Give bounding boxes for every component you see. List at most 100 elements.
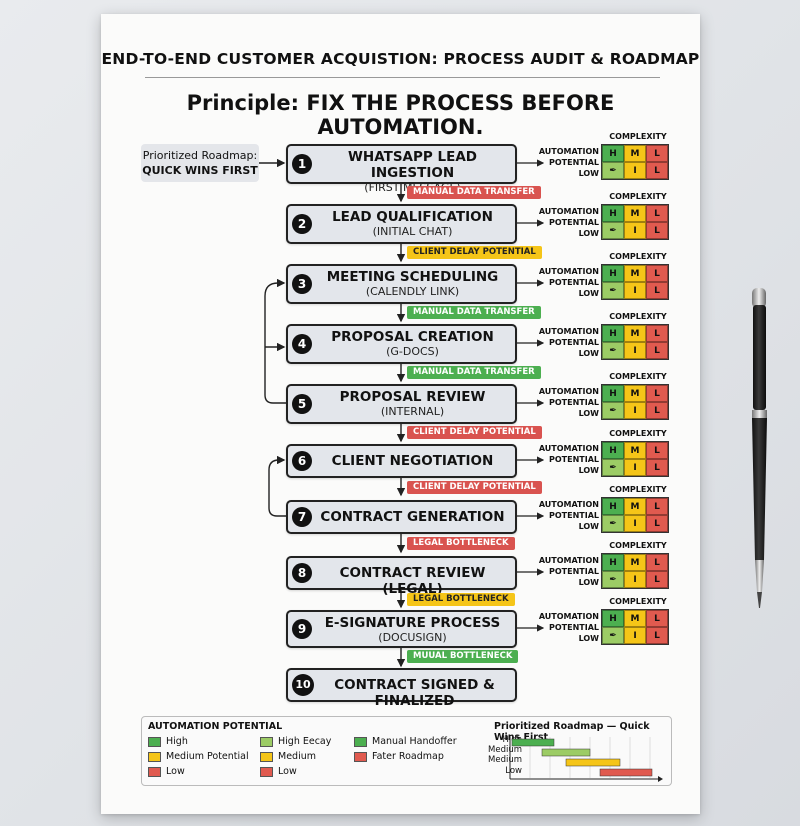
grid-cell: I [624, 515, 646, 532]
step-number: 9 [292, 619, 312, 639]
gantt-mini-chart [509, 737, 663, 782]
gantt-title: Prioritized Roadmap — Quick Wins First [494, 721, 650, 743]
grid-cell: I [624, 459, 646, 476]
automation-potential-label: AUTOMATION POTENTIAL LOW [533, 555, 599, 588]
issue-tag: LEGAL BOTTLENECK [407, 593, 515, 606]
step-title: CONTRACT GENERATION [320, 509, 505, 525]
step-number: 1 [292, 154, 312, 174]
gantt-bar [541, 748, 591, 757]
flow-connectors [259, 158, 545, 668]
automation-label-line: LOW [578, 522, 599, 531]
complexity-grid: H M L ✒ I L [601, 497, 669, 533]
roadmap-note-line1: Prioritized Roadmap: [142, 149, 258, 162]
complexity-label: COMPLEXITY [609, 485, 667, 494]
complexity-grid: H M L ✒ I L [601, 441, 669, 477]
legend-swatch-red [260, 767, 273, 777]
complexity-grid: H M L ✒ I L [601, 144, 669, 180]
step-title: E-SIGNATURE PROCESS [324, 615, 501, 631]
grid-cell: L [646, 442, 668, 459]
pen-icon: ✒ [602, 282, 624, 299]
grid-cell: M [624, 265, 646, 282]
automation-label-line: LOW [578, 169, 599, 178]
issue-tag: MANUAL DATA TRANSFER [407, 306, 541, 319]
step-title: WHATSAPP LEAD INGESTION [348, 149, 477, 181]
grid-cell: H [602, 325, 624, 342]
complexity-grid: H M L ✒ I L [601, 553, 669, 589]
legend-swatch-green [148, 737, 161, 747]
complexity-grid: H M L ✒ I L [601, 204, 669, 240]
automation-label-line: AUTOMATION [538, 327, 599, 336]
step-number: 8 [292, 563, 312, 583]
pen-icon: ✒ [602, 571, 624, 588]
automation-potential-label: AUTOMATION POTENTIAL LOW [533, 206, 599, 239]
roadmap-note-line2: QUICK WINS FIRST [142, 164, 258, 177]
issue-tag: CLIENT DELAY POTENTIAL [407, 246, 542, 259]
grid-cell: M [624, 554, 646, 571]
grid-cell: I [624, 627, 646, 644]
legend-item: High Eecay [278, 736, 332, 747]
issue-tag: MANUAL DATA TRANSFER [407, 186, 541, 199]
automation-label-line: LOW [578, 634, 599, 643]
principle-heading: Principle: FIX THE PROCESS BEFORE AUTOMA… [186, 91, 615, 139]
gantt-label: Medium [488, 745, 522, 755]
grid-cell: M [624, 385, 646, 402]
legend-item: Medium [278, 751, 316, 762]
step-subtitle: (INTERNAL) [380, 405, 445, 418]
grid-cell: M [624, 610, 646, 627]
issue-tag: LEGAL BOTTLENECK [407, 537, 515, 550]
step-title: CONTRACT SIGNED & FINALIZED [334, 677, 495, 709]
automation-label-line: POTENTIAL [548, 278, 599, 287]
issue-tag: CLIENT DELAY POTENTIAL [407, 426, 542, 439]
automation-potential-label: AUTOMATION POTENTIAL LOW [533, 146, 599, 179]
grid-cell: H [602, 145, 624, 162]
step-8: 8 CONTRACT REVIEW (LEGAL) [286, 556, 517, 597]
automation-label-line: LOW [578, 289, 599, 298]
document-title: END-TO-END CUSTOMER ACQUISTION: PROCESS … [101, 50, 700, 68]
automation-label-line: POTENTIAL [548, 623, 599, 632]
gantt-label: Low [505, 766, 522, 776]
complexity-label: COMPLEXITY [609, 597, 667, 606]
step-number: 10 [292, 674, 314, 696]
step-number: 7 [292, 507, 312, 527]
grid-cell: H [602, 265, 624, 282]
step-title: LEAD QUALIFICATION [332, 209, 493, 225]
step-9: 9 E-SIGNATURE PROCESS (DOCUSIGN) [286, 610, 517, 648]
grid-cell: H [602, 554, 624, 571]
grid-cell: I [624, 222, 646, 239]
grid-cell: L [646, 385, 668, 402]
automation-potential-label: AUTOMATION POTENTIAL LOW [533, 611, 599, 644]
grid-cell: L [646, 402, 668, 419]
grid-cell: H [602, 442, 624, 459]
pen-icon: ✒ [602, 162, 624, 179]
legend-swatch-green [354, 737, 367, 747]
grid-cell: I [624, 342, 646, 359]
automation-label-line: AUTOMATION [538, 207, 599, 216]
grid-cell: L [646, 571, 668, 588]
step-5: 5 PROPOSAL REVIEW (INTERNAL) [286, 384, 517, 424]
automation-potential-label: AUTOMATION POTENTIAL LOW [533, 499, 599, 532]
automation-potential-label: AUTOMATION POTENTIAL LOW [533, 266, 599, 299]
grid-cell: L [646, 205, 668, 222]
grid-cell: I [624, 162, 646, 179]
step-title: MEETING SCHEDULING [326, 269, 499, 285]
grid-cell: L [646, 342, 668, 359]
automation-label-line: LOW [578, 229, 599, 238]
pen-icon: ✒ [602, 515, 624, 532]
step-number: 3 [292, 274, 312, 294]
complexity-label: COMPLEXITY [609, 372, 667, 381]
grid-cell: L [646, 222, 668, 239]
complexity-grid: H M L ✒ I L [601, 324, 669, 360]
step-2: 2 LEAD QUALIFICATION (INITIAL CHAT) [286, 204, 517, 244]
gantt-label: Medium [488, 755, 522, 765]
grid-cell: M [624, 498, 646, 515]
automation-label-line: AUTOMATION [538, 387, 599, 396]
gantt-bar [599, 768, 653, 777]
legend-swatch-yellow [260, 752, 273, 762]
step-title: CLIENT NEGOTIATION [331, 453, 494, 469]
grid-cell: M [624, 442, 646, 459]
step-number: 4 [292, 334, 312, 354]
pen-icon: ✒ [602, 222, 624, 239]
title-divider [145, 77, 660, 78]
pen-icon: ✒ [602, 459, 624, 476]
grid-cell: L [646, 515, 668, 532]
